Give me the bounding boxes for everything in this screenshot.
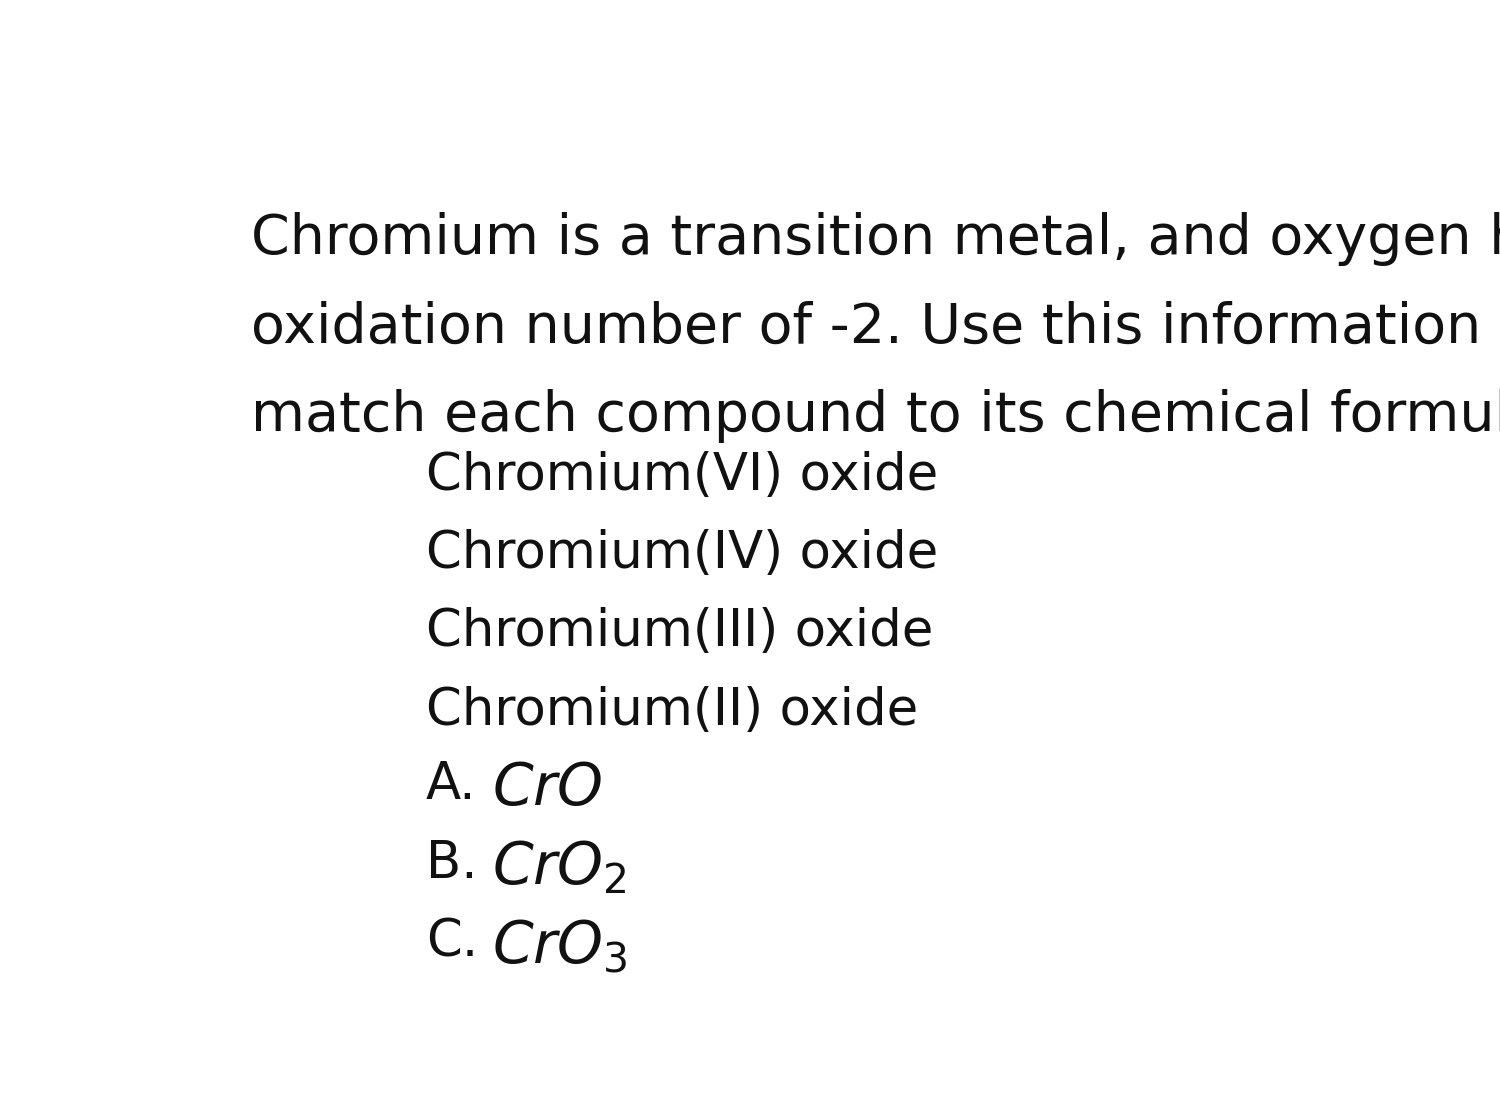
Text: Chromium(II) oxide: Chromium(II) oxide — [426, 686, 918, 737]
Text: C.: C. — [426, 917, 478, 967]
Text: oxidation number of -2. Use this information to: oxidation number of -2. Use this informa… — [252, 300, 1500, 354]
Text: Chromium(IV) oxide: Chromium(IV) oxide — [426, 529, 938, 579]
Text: $\mathit{CrO}$: $\mathit{CrO}$ — [492, 761, 603, 818]
Text: $\mathit{CrO}_{3}$: $\mathit{CrO}_{3}$ — [492, 917, 627, 975]
Text: Chromium(III) oxide: Chromium(III) oxide — [426, 607, 933, 658]
Text: $\mathit{CrO}_{2}$: $\mathit{CrO}_{2}$ — [492, 838, 627, 897]
Text: B.: B. — [426, 838, 477, 889]
Text: Chromium(VI) oxide: Chromium(VI) oxide — [426, 450, 938, 501]
Text: A.: A. — [426, 761, 477, 810]
Text: match each compound to its chemical formula.: match each compound to its chemical form… — [252, 389, 1500, 443]
Text: Chromium is a transition metal, and oxygen has an: Chromium is a transition metal, and oxyg… — [252, 212, 1500, 265]
